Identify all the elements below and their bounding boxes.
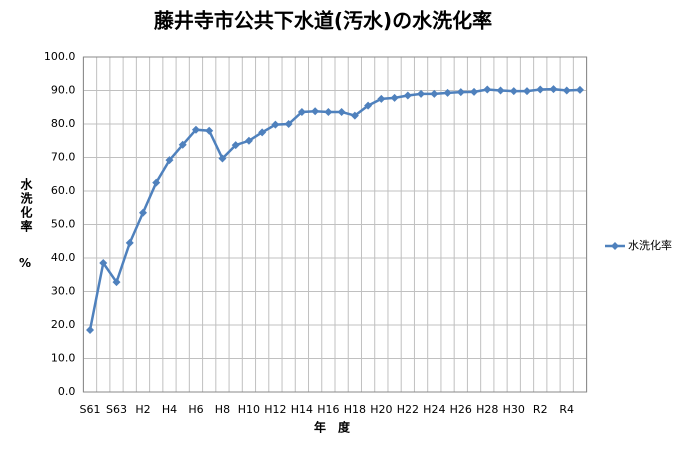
chart-title: 藤井寺市公共下水道(汚水)の水洗化率 xyxy=(153,9,492,33)
point-marker xyxy=(205,126,214,135)
point-marker xyxy=(562,86,571,95)
point-marker xyxy=(417,89,426,98)
x-tick-label: H22 xyxy=(397,403,419,416)
x-tick-label: S61 xyxy=(80,403,101,416)
y-tick-label: 60.0 xyxy=(51,184,76,197)
point-marker xyxy=(178,140,187,149)
y-tick-label: 30.0 xyxy=(51,285,76,298)
point-marker xyxy=(456,88,465,97)
point-marker xyxy=(549,85,558,94)
y-tick-label: 80.0 xyxy=(51,117,76,130)
y-tick-label: 100.0 xyxy=(44,50,76,63)
y-tick-label: 10.0 xyxy=(51,352,76,365)
x-tick-label: H20 xyxy=(370,403,392,416)
point-marker xyxy=(575,85,584,94)
point-marker xyxy=(350,111,359,120)
point-marker xyxy=(191,125,200,134)
x-tick-label: H18 xyxy=(344,403,366,416)
point-marker xyxy=(509,87,518,96)
point-marker xyxy=(138,208,147,217)
x-tick-label: H10 xyxy=(238,403,260,416)
point-marker xyxy=(165,156,174,165)
y-tick-label: 90.0 xyxy=(51,84,76,97)
legend-marker xyxy=(611,242,619,250)
x-tick-label: H8 xyxy=(215,403,230,416)
point-marker xyxy=(86,326,95,335)
x-axis-label: 年 度 xyxy=(314,420,351,435)
y-tick-label: 20.0 xyxy=(51,318,76,331)
y-axis-label: 水洗化率 xyxy=(19,178,33,234)
x-tick-label: H14 xyxy=(291,403,313,416)
point-marker xyxy=(112,278,121,287)
y-tick-label: 50.0 xyxy=(51,218,76,231)
point-marker xyxy=(311,107,320,116)
x-tick-label: H12 xyxy=(264,403,286,416)
point-marker xyxy=(231,141,240,150)
x-tick-label: S63 xyxy=(106,403,127,416)
point-marker xyxy=(284,120,293,128)
plot-border xyxy=(82,56,588,393)
point-marker xyxy=(390,93,399,102)
point-marker xyxy=(377,94,386,103)
point-marker xyxy=(496,86,505,95)
y-tick-label: 0.0 xyxy=(58,385,76,398)
x-tick-label: H28 xyxy=(476,403,498,416)
x-tick-label: H6 xyxy=(188,403,203,416)
point-marker xyxy=(244,136,253,145)
point-marker xyxy=(271,120,280,129)
y-tick-label: 40.0 xyxy=(51,251,76,264)
x-tick-label: H30 xyxy=(503,403,525,416)
point-marker xyxy=(99,259,108,268)
x-tick-label: H26 xyxy=(450,403,472,416)
point-marker xyxy=(430,89,439,98)
point-marker xyxy=(536,85,545,94)
y-axis-unit: % xyxy=(19,256,32,270)
point-marker xyxy=(523,87,532,96)
point-marker xyxy=(258,128,267,137)
point-marker xyxy=(324,107,333,116)
x-tick-label: H16 xyxy=(317,403,339,416)
point-marker xyxy=(443,88,452,97)
point-marker xyxy=(403,91,412,100)
point-marker xyxy=(470,87,479,96)
legend-label: 水洗化率 xyxy=(628,238,672,252)
x-tick-label: H24 xyxy=(423,403,445,416)
point-marker xyxy=(483,85,492,94)
point-marker xyxy=(337,107,346,116)
y-tick-label: 70.0 xyxy=(51,151,76,164)
point-marker xyxy=(152,178,161,187)
x-tick-label: R4 xyxy=(559,403,574,416)
point-marker xyxy=(364,101,373,110)
point-marker xyxy=(218,154,227,163)
x-tick-label: H2 xyxy=(135,403,150,416)
x-tick-label: R2 xyxy=(533,403,548,416)
point-marker xyxy=(297,107,306,116)
x-tick-label: H4 xyxy=(162,403,177,416)
point-marker xyxy=(125,238,134,247)
